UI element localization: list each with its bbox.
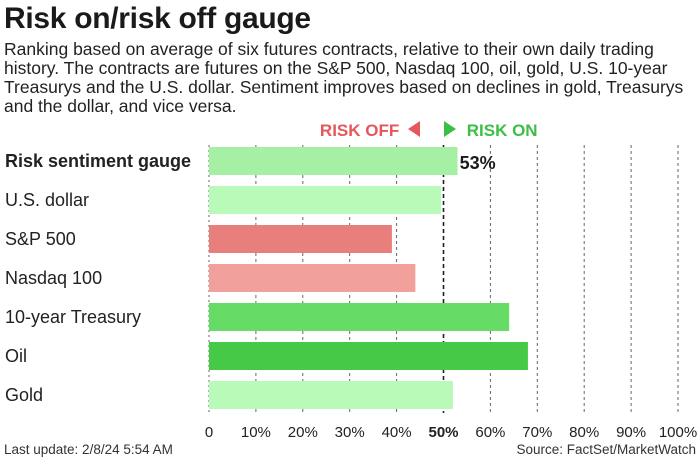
risk-on-legend: RISK ON <box>444 121 538 141</box>
bar <box>209 342 528 370</box>
chart-subtitle: Ranking based on average of six futures … <box>4 39 684 116</box>
risk-on-label: RISK ON <box>466 121 538 140</box>
category-label: 10-year Treasury <box>5 307 141 327</box>
x-tick-label: 90% <box>616 424 646 441</box>
category-label: Oil <box>5 346 27 366</box>
x-tick-label: 70% <box>522 424 552 441</box>
x-tick-label: 20% <box>288 424 318 441</box>
source-credit: Source: FactSet/MarketWatch <box>516 442 696 457</box>
x-tick-label: 30% <box>335 424 365 441</box>
x-tick-label: 10% <box>241 424 271 441</box>
risk-off-label: RISK OFF <box>319 121 400 140</box>
x-tick-label: 40% <box>382 424 412 441</box>
category-label: Risk sentiment gauge <box>5 151 191 171</box>
risk-off-legend: RISK OFF <box>320 121 420 141</box>
category-label: U.S. dollar <box>5 190 89 210</box>
bar <box>209 186 442 214</box>
arrow-right-icon <box>444 121 456 137</box>
category-label: S&P 500 <box>5 229 76 249</box>
bar <box>209 303 510 331</box>
x-tick-label: 60% <box>475 424 505 441</box>
x-tick-label: 100% <box>659 424 697 441</box>
category-label: Nasdaq 100 <box>5 268 102 288</box>
chart-title: Risk on/risk off gauge <box>4 2 311 35</box>
x-tick-label: 50% <box>428 424 458 441</box>
bar <box>209 147 458 175</box>
value-label: 53% <box>460 153 496 173</box>
x-tick-label: 0 <box>205 424 213 441</box>
bar <box>209 381 453 409</box>
risk-legend: RISK OFF RISK ON <box>0 121 700 145</box>
category-label: Gold <box>5 385 43 405</box>
bar <box>209 264 416 292</box>
x-tick-label: 80% <box>569 424 599 441</box>
last-update: Last update: 2/8/24 5:54 AM <box>4 442 173 457</box>
arrow-left-icon <box>408 121 420 137</box>
bar <box>209 225 392 253</box>
